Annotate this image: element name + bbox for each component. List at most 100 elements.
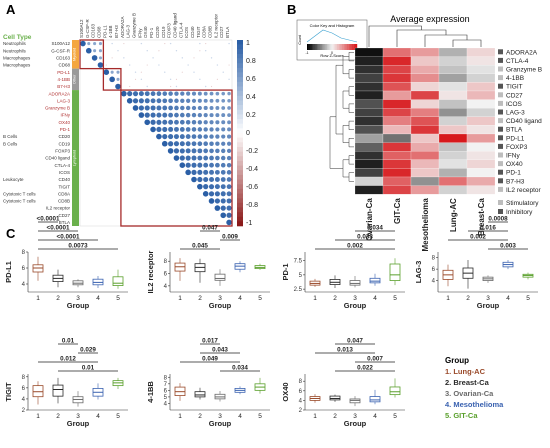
gene-type-marker — [498, 152, 503, 158]
x-tick-label: 5 — [258, 295, 262, 302]
heatmap-cell — [354, 151, 384, 160]
colorbar-step — [237, 146, 243, 152]
correlation-dot — [173, 134, 179, 140]
heatmap-cell — [382, 99, 412, 109]
boxplot-tigit: 2 4 6 8 1 2 3 4 5 Group TIGIT 0.01 0.012 0.029 0.01 — [4, 338, 128, 428]
colorbar-step — [237, 114, 243, 120]
heatmap-cell — [438, 133, 468, 143]
color-key-step — [332, 44, 334, 50]
group-legend-item: 3. Ovarian-Ca — [445, 389, 494, 398]
y-axis-label: PD-1 — [281, 263, 290, 280]
x-tick-label: 2 — [333, 413, 337, 420]
correlation-dot — [168, 126, 174, 132]
color-key-count-label: Count — [298, 35, 302, 44]
color-key-histogram — [306, 29, 358, 43]
heatmap-cell — [410, 90, 440, 100]
row-gene-label: B7-H3 — [57, 84, 70, 89]
heatmap-cell — [466, 99, 496, 109]
correlation-dot — [215, 127, 220, 132]
heatmap-cell — [382, 56, 412, 66]
panel-label-c: C — [6, 226, 16, 241]
y-tick-label: 6 — [164, 272, 168, 278]
correlation-dot — [156, 105, 162, 111]
y-tick-label: 7 — [164, 382, 168, 388]
significance-label: 0.045 — [192, 243, 208, 250]
colorbar-step — [237, 179, 243, 185]
x-tick-label: 5 — [116, 295, 120, 302]
correlation-dot — [209, 98, 214, 103]
correlation-dot — [208, 184, 215, 190]
correlation-dot — [203, 105, 208, 111]
correlation-dot — [179, 127, 185, 132]
correlation-dot — [174, 119, 179, 125]
correlation-dot — [161, 140, 168, 147]
correlation-dot — [185, 162, 191, 168]
column-gene-label: LAG-3 — [126, 24, 131, 38]
correlation-dot — [150, 98, 156, 104]
correlation-dot — [203, 169, 209, 175]
correlation-dot — [191, 162, 197, 168]
correlation-dot — [174, 105, 179, 111]
correlation-dot — [168, 105, 173, 111]
correlation-dot — [175, 85, 178, 88]
correlation-dot — [138, 105, 144, 111]
correlation-dot — [162, 133, 168, 140]
correlation-dot — [174, 98, 179, 104]
row-gene-label: CD20 — [58, 134, 70, 139]
correlation-dot — [140, 71, 142, 73]
heatmap-cell — [438, 65, 468, 74]
x-tick-label: 2 — [198, 413, 202, 420]
correlation-dot — [193, 71, 195, 73]
heatmap-row-label: B7-H3 — [506, 178, 525, 185]
correlation-dot — [168, 98, 173, 104]
colorbar-step — [237, 151, 243, 157]
correlation-dot — [181, 57, 184, 59]
x-tick-label: 1 — [446, 295, 450, 302]
heatmap-cell — [410, 108, 440, 117]
row-gene-label: FOXP3 — [55, 148, 70, 153]
heatmap-cell — [438, 116, 468, 126]
heatmap-cell — [410, 159, 440, 169]
heatmap-cell — [354, 185, 384, 195]
row-gene-label: PD-1 — [60, 127, 71, 132]
correlation-dot — [152, 57, 154, 59]
significance-label: 0.049 — [202, 356, 218, 363]
correlation-dot — [191, 120, 197, 125]
correlation-dot — [227, 120, 232, 125]
y-tick-label: 4 — [164, 284, 168, 290]
heatmap-cell — [410, 65, 440, 74]
correlation-dot — [208, 191, 215, 197]
correlation-dot — [222, 71, 224, 73]
colorbar-step — [237, 165, 243, 171]
colorbar-step — [237, 142, 243, 148]
heatmap-row-label: IFNy — [506, 153, 520, 160]
heatmap-cells — [354, 47, 496, 195]
column-gene-label: CTLA-4 — [178, 22, 183, 38]
correlation-dot — [203, 148, 209, 154]
x-tick-label: 5 — [393, 413, 397, 420]
y-tick-label: 8 — [164, 375, 168, 381]
heatmap-cell — [438, 151, 468, 160]
heatmap-cell — [466, 142, 496, 152]
y-tick-label: 8 — [22, 250, 26, 256]
heatmap-cell — [466, 133, 496, 143]
heatmap-cell — [410, 99, 440, 109]
correlation-dot — [220, 198, 226, 204]
x-tick-label: 4 — [238, 413, 242, 420]
color-key-step — [325, 44, 328, 50]
row-gene-label: CD40 — [58, 177, 70, 182]
x-axis-label: Group — [67, 301, 90, 310]
heatmap-cell — [438, 142, 468, 152]
y-tick-label: 2.5 — [294, 287, 303, 293]
row-cell-type-label: Macrophages — [3, 63, 31, 68]
boxplot-pd-l1: 4 6 8 1 2 3 4 5 Group PD-L1 0.0073 <0.0001 <0.0001 <0… — [4, 216, 128, 310]
correlation-dot — [179, 134, 185, 140]
heatmap-row-label: BTLA — [506, 127, 523, 134]
significance-label: 0.016 — [480, 225, 496, 232]
gene-type-marker — [498, 49, 503, 55]
correlation-dot — [227, 127, 232, 132]
x-tick-label: 5 — [526, 295, 530, 302]
x-tick-label: 5 — [258, 413, 262, 420]
heatmap-cell — [354, 142, 384, 152]
